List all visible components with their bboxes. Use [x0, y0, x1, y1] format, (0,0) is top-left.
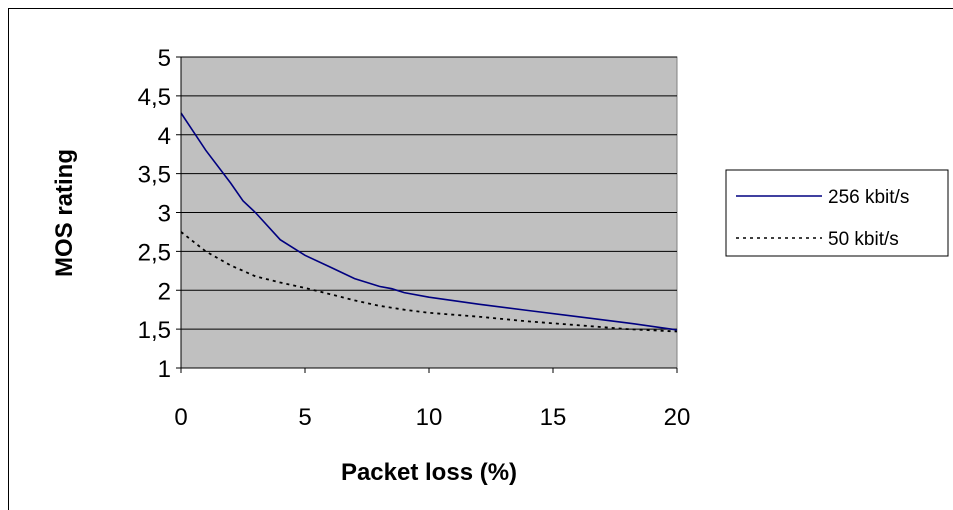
y-tick-label: 1 — [158, 356, 171, 383]
y-axis-title: MOS rating — [51, 149, 78, 277]
legend-label-256-kbit: 256 kbit/s — [828, 187, 909, 208]
x-tick-label: 10 — [416, 404, 443, 431]
y-tick-label: 4 — [158, 123, 171, 150]
series-line-1 — [180, 231, 678, 333]
x-axis-title: Packet loss (%) — [341, 459, 517, 486]
y-tick-labels: 1 1,5 2 2,5 3 3,5 4 4,5 5 — [138, 45, 171, 383]
series-line-0 — [180, 112, 678, 331]
x-tick-label: 20 — [664, 404, 691, 431]
x-tick-label: 5 — [298, 404, 311, 431]
legend: 256 kbit/s 50 kbit/s — [725, 169, 949, 257]
x-tick-label: 15 — [540, 404, 567, 431]
y-tick-label: 2,5 — [138, 239, 171, 266]
y-tick-label: 1,5 — [138, 317, 171, 344]
series-layer — [180, 112, 678, 333]
y-tick-label: 2 — [158, 278, 171, 305]
y-tick-label: 4,5 — [138, 84, 171, 111]
x-tick-labels: 0 5 10 15 20 — [174, 404, 690, 431]
y-tick-label: 3 — [158, 201, 171, 228]
gridlines — [176, 56, 678, 373]
legend-box — [725, 169, 949, 257]
y-tick-label: 5 — [158, 45, 171, 72]
legend-label-50-kbit: 50 kbit/s — [828, 229, 899, 250]
y-tick-label: 3,5 — [138, 162, 171, 189]
x-tick-label: 0 — [174, 404, 187, 431]
chart-frame — [8, 8, 953, 510]
